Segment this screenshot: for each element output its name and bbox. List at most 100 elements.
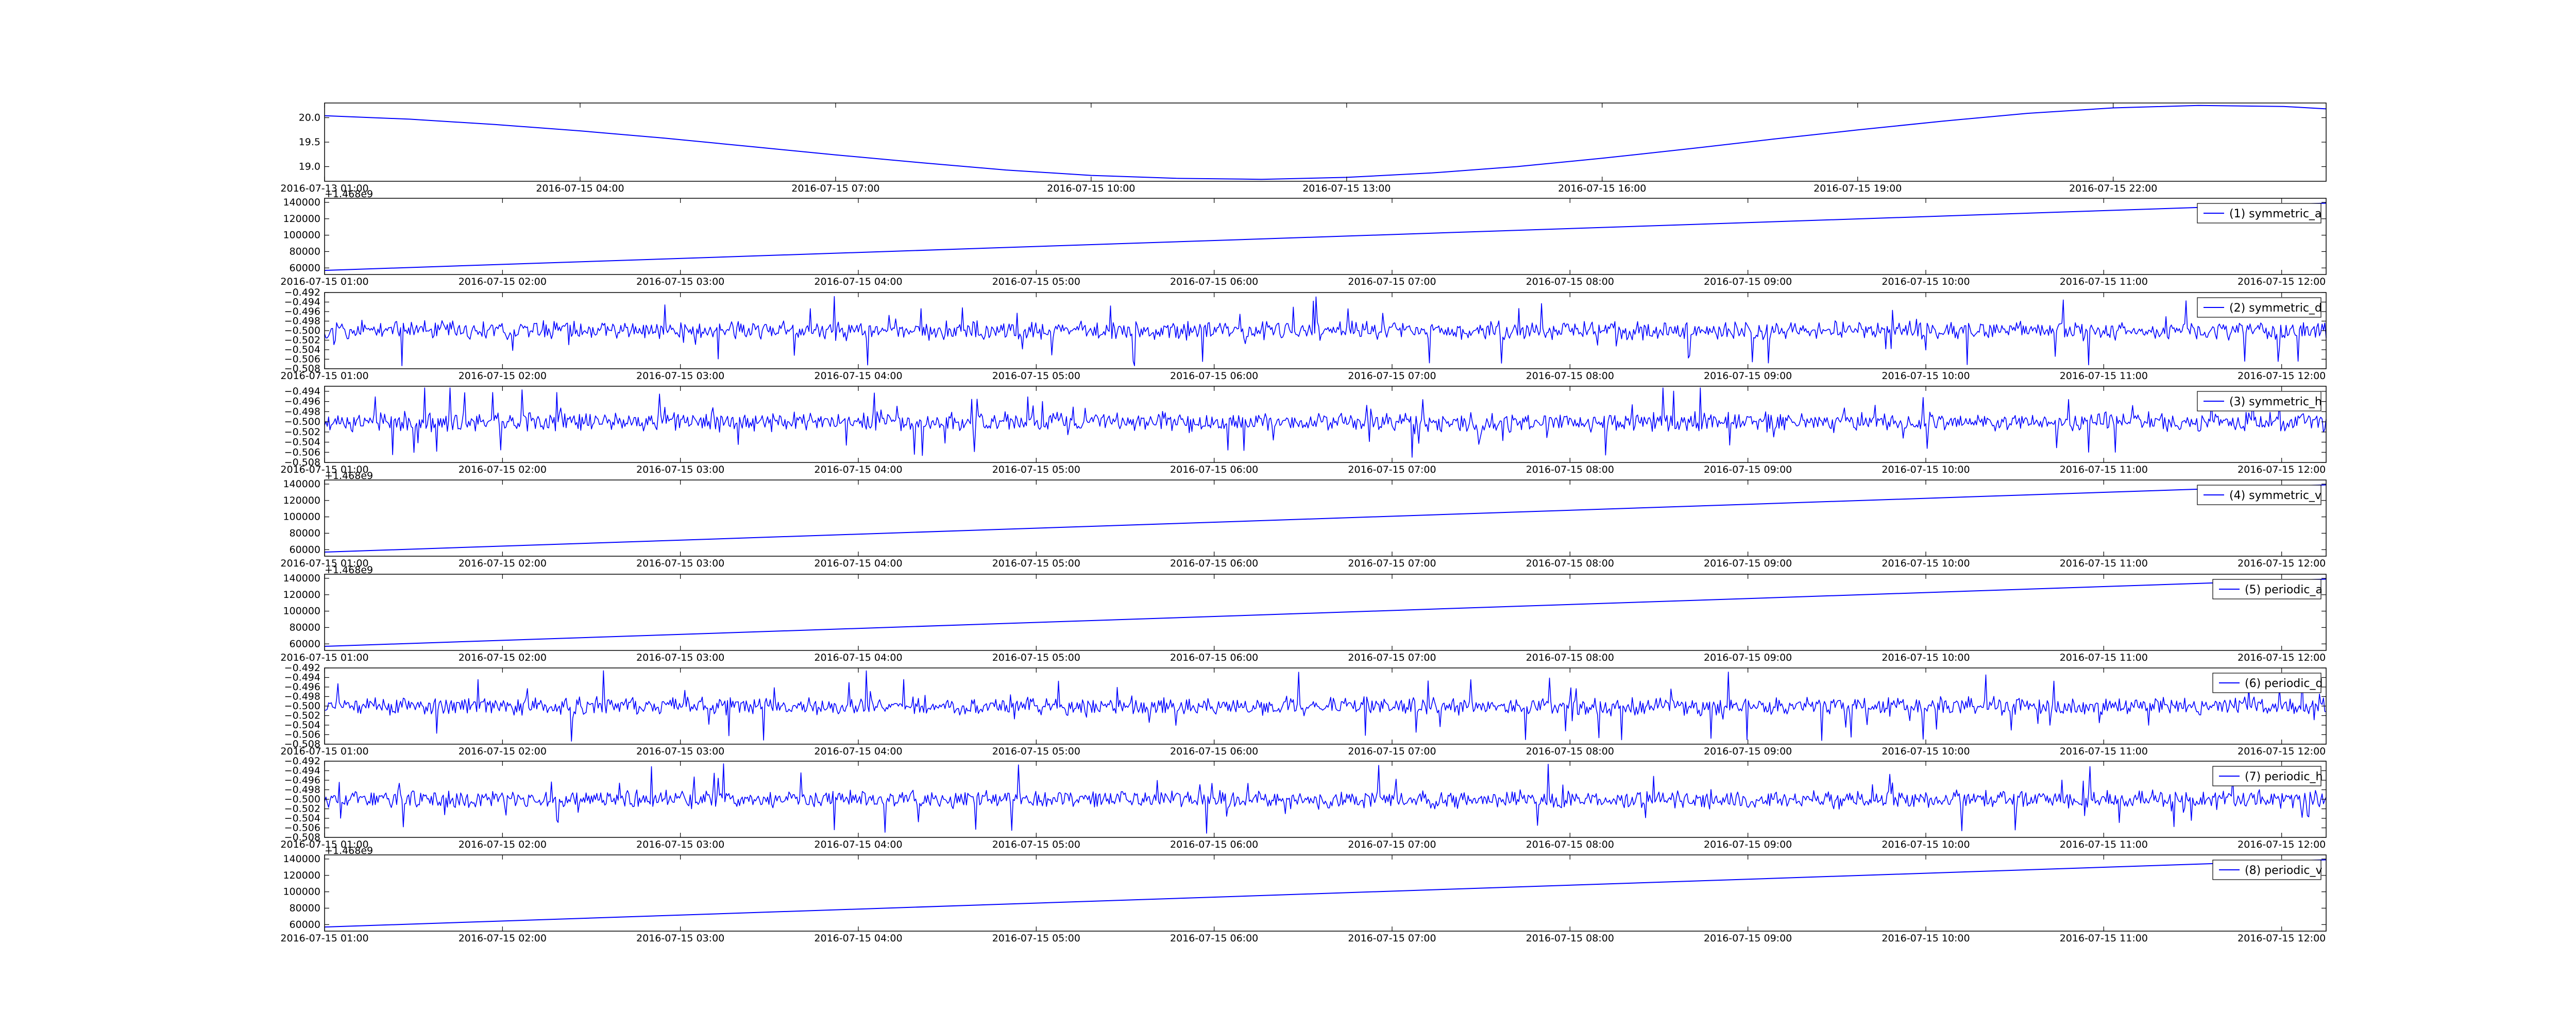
y-tick-label: −0.494 [284,297,320,308]
x-tick-label: 2016-07-15 06:00 [1170,839,1258,850]
y-tick-label: 80000 [290,246,320,257]
x-tick-label: 2016-07-15 06:00 [1170,933,1258,944]
panel-5: 140000 120000 100000 80000 60000 2016-07-15 0… [280,470,2327,569]
y-tick-label: 100000 [283,606,320,617]
x-tick-label: 2016-07-15 10:00 [1882,933,1970,944]
y-tick-label: 120000 [283,870,320,881]
panel-3: −0.492−0.494−0.496−0.498−0.500−0.502−0.5… [280,287,2327,382]
x-tick-label: 2016-07-15 04:00 [814,933,902,944]
x-tick-label: 2016-07-15 04:00 [814,839,902,850]
x-tick-label: 2016-07-15 08:00 [1526,652,1614,663]
y-tick-label: −0.500 [284,700,320,712]
y-tick-label: 60000 [290,544,320,555]
x-tick-label: 2016-07-15 03:00 [636,933,724,944]
x-tick-label: 2016-07-15 05:00 [992,276,1080,287]
x-tick-label: 2016-07-13 01:00 [280,183,368,194]
x-tick-label: 2016-07-15 07:00 [1348,746,1436,757]
x-tick-label: 2016-07-15 09:00 [1704,370,1792,382]
x-tick-label: 2016-07-15 02:00 [459,746,547,757]
y-tick-label: −0.504 [284,344,320,355]
x-tick-label: 2016-07-15 12:00 [2238,933,2326,944]
series-line [324,670,2327,742]
y-tick-label: 60000 [290,919,320,930]
y-tick-label: −0.500 [284,325,320,336]
series-line [324,387,2327,458]
y-tick-label: −0.504 [284,813,320,824]
y-tick-label: −0.494 [284,672,320,683]
x-tick-label: 2016-07-15 08:00 [1526,839,1614,850]
axes-frame [324,292,2327,369]
y-tick-label: −0.496 [284,306,320,317]
y-tick-label: 140000 [283,573,320,584]
y-tick-label: −0.506 [284,447,320,458]
axes-frame [324,574,2327,651]
x-tick-label: 2016-07-15 07:00 [1348,276,1436,287]
y-tick-label: −0.496 [284,396,320,407]
x-tick-label: 2016-07-15 07:00 [1348,839,1436,850]
x-tick-label: 2016-07-15 06:00 [1170,746,1258,757]
y-tick-label: −0.492 [284,756,320,767]
x-tick-label: 2016-07-15 19:00 [1814,183,1902,194]
x-tick-label: 2016-07-15 11:00 [2060,839,2148,850]
y-tick-label: −0.504 [284,437,320,448]
x-tick-label: 2016-07-15 08:00 [1526,464,1614,475]
y-tick-label: −0.496 [284,681,320,693]
x-tick-label: 2016-07-15 22:00 [2069,183,2157,194]
y-tick-label: 100000 [283,886,320,898]
x-tick-label: 2016-07-15 09:00 [1704,746,1792,757]
x-tick-label: 2016-07-15 03:00 [636,839,724,850]
x-tick-label: 2016-07-15 10:00 [1882,652,1970,663]
y-tick-label: −0.504 [284,719,320,731]
x-tick-label: 2016-07-15 02:00 [459,464,547,475]
x-offset-label: +1.468e9 [325,470,373,482]
axes-frame [324,761,2327,838]
y-tick-label: 120000 [283,213,320,225]
axes-frame [324,854,2327,932]
x-tick-label: 2016-07-15 03:00 [636,558,724,569]
y-tick-label: −0.492 [284,662,320,674]
x-offset-label: +1.468e9 [325,564,373,576]
x-tick-label: 2016-07-15 11:00 [2060,746,2148,757]
x-tick-label: 2016-07-15 11:00 [2060,652,2148,663]
y-tick-label: −0.506 [284,354,320,365]
x-tick-label: 2016-07-15 04:00 [814,370,902,382]
x-tick-label: 2016-07-15 07:00 [1348,652,1436,663]
panel-6: 140000 120000 100000 80000 60000 2016-07-15 0… [280,564,2327,663]
x-tick-label: 2016-07-15 03:00 [636,464,724,475]
x-tick-label: 2016-07-15 02:00 [459,839,547,850]
x-tick-label: 2016-07-15 05:00 [992,370,1080,382]
y-tick-label: −0.508 [284,363,320,374]
y-tick-label: −0.498 [284,784,320,796]
y-tick-label: −0.500 [284,794,320,805]
legend-label: (2) symmetric_d [2229,302,2322,315]
series-line [324,578,2327,647]
x-tick-label: 2016-07-15 09:00 [1704,652,1792,663]
series-line [324,484,2327,553]
x-tick-label: 2016-07-15 08:00 [1526,276,1614,287]
x-tick-label: 2016-07-15 05:00 [992,652,1080,663]
y-tick-label: 140000 [283,478,320,490]
axes-frame [324,102,2327,182]
y-tick-label: −0.500 [284,416,320,427]
x-tick-label: 2016-07-15 05:00 [992,746,1080,757]
y-tick-label: 80000 [290,622,320,633]
x-tick-label: 2016-07-15 12:00 [2238,276,2326,287]
y-tick-label: −0.502 [284,710,320,722]
x-tick-label: 2016-07-15 08:00 [1526,558,1614,569]
x-tick-label: 2016-07-15 01:00 [280,839,368,850]
x-tick-label: 2016-07-15 11:00 [2060,558,2148,569]
y-tick-label: 120000 [283,495,320,506]
y-tick-label: 19.0 [299,161,320,173]
x-tick-label: 2016-07-15 06:00 [1170,370,1258,382]
panel-2: 140000 120000 100000 80000 60000 2016-07-15 0… [280,188,2327,287]
y-tick-label: −0.492 [284,287,320,298]
y-tick-label: −0.502 [284,803,320,815]
x-offset-label: +1.468e9 [325,845,373,856]
y-tick-label: −0.506 [284,822,320,834]
x-tick-label: 2016-07-15 11:00 [2060,933,2148,944]
y-tick-label: −0.498 [284,691,320,702]
y-tick-label: −0.498 [284,316,320,327]
x-tick-label: 2016-07-15 06:00 [1170,558,1258,569]
x-tick-label: 2016-07-15 05:00 [992,558,1080,569]
x-tick-label: 2016-07-15 12:00 [2238,839,2326,850]
